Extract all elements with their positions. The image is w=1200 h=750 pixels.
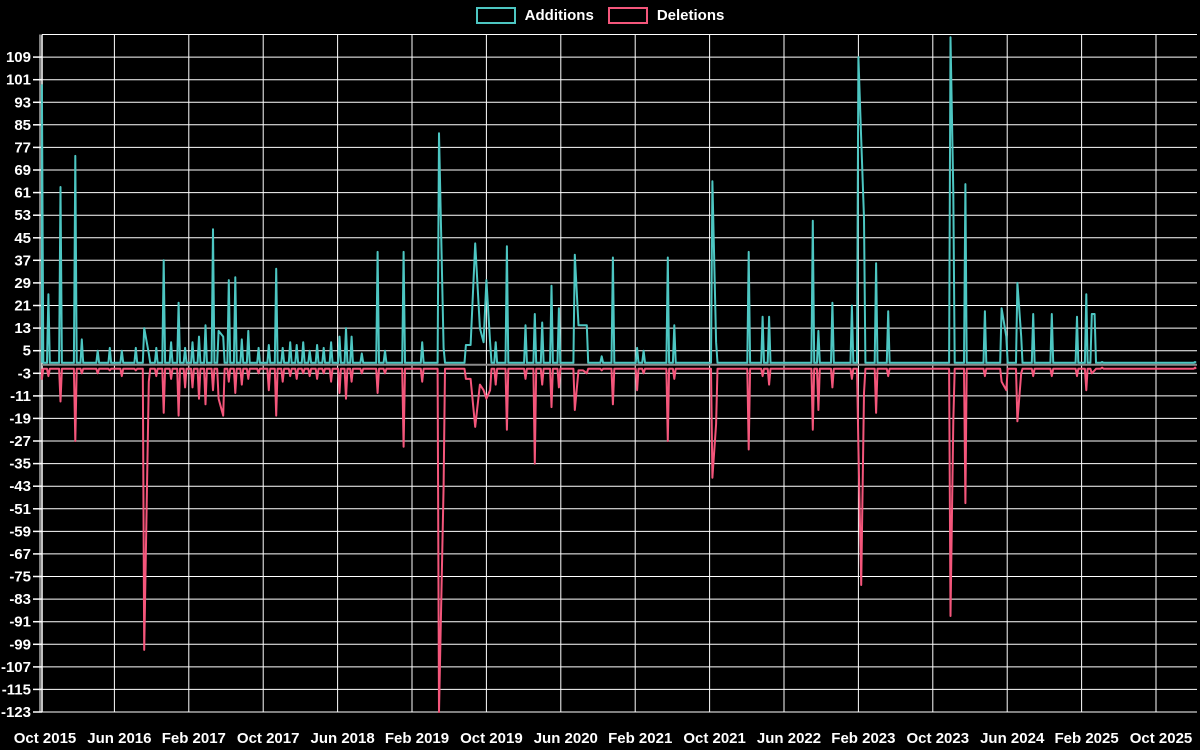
x-axis-tick-label: Jun 2018 [310,730,374,747]
additions-line [40,36,1197,364]
x-axis-tick-label: Oct 2019 [460,730,523,747]
y-axis-tick-label: 109 [6,49,31,66]
y-axis-tick-label: 29 [14,275,31,292]
x-axis-tick-label: Jun 2020 [534,730,598,747]
y-axis-tick-label: -19 [9,410,31,427]
y-axis-tick-label: -11 [10,388,31,405]
x-axis-tick-label: Jun 2024 [980,730,1045,747]
x-axis-tick-label: Feb 2019 [385,730,449,747]
y-axis-tick-label: 101 [6,72,31,89]
x-axis-tick-label: Oct 2025 [1130,730,1193,747]
y-axis-tick-label: 45 [14,230,31,247]
legend-label-additions: Additions [524,7,594,24]
x-axis-tick-label: Oct 2021 [683,730,746,747]
y-axis-tick-label: -83 [9,591,31,608]
x-axis-tick-label: Feb 2021 [608,730,672,747]
x-axis-tick-label: Oct 2023 [907,730,970,747]
x-axis-tick-label: Feb 2025 [1054,730,1118,747]
legend-label-deletions: Deletions [656,7,725,24]
y-axis-tick-label: 69 [14,162,31,179]
chart-legend: Additions Deletions [0,7,1200,24]
x-axis-tick-label: Feb 2023 [831,730,895,747]
x-axis-tick-label: Oct 2017 [237,730,300,747]
deletions-swatch-icon [607,7,648,24]
additions-swatch-icon [475,7,516,24]
y-axis-tick-label: 53 [14,207,31,224]
x-axis-tick-label: Feb 2017 [162,730,226,747]
y-axis-tick-label: -3 [18,365,31,382]
y-axis: 109 101 93 85 77 69 61 53 45 37 29 21 13 5 -3 -11 -19 -27… [1,34,43,721]
y-axis-tick-label: 77 [14,139,31,156]
legend-item-deletions[interactable]: Deletions [607,7,725,24]
y-axis-tick-label: 5 [23,343,31,360]
y-axis-tick-label: -123 [1,704,31,721]
gridlines [39,34,1197,713]
x-axis-tick-label: Jun 2016 [87,730,151,747]
x-axis-tick-label: Jun 2022 [757,730,821,747]
y-axis-tick-label: -115 [2,681,31,698]
y-axis-tick-label: -51 [9,501,31,518]
y-axis-tick-label: 93 [14,94,31,111]
y-axis-tick-label: 85 [14,117,31,134]
legend-item-additions[interactable]: Additions [475,7,594,24]
y-axis-tick-label: -27 [9,433,31,450]
y-axis-tick-label: -59 [9,523,31,540]
y-axis-tick-label: -91 [9,614,31,631]
y-axis-tick-label: -107 [1,659,31,676]
y-axis-tick-label: 37 [14,252,31,269]
y-axis-tick-label: -35 [9,456,31,473]
y-axis-tick-label: -43 [9,478,31,495]
y-axis-tick-label: -99 [9,636,31,653]
x-axis-tick-label: Oct 2015 [14,730,77,747]
y-axis-tick-label: -67 [9,546,31,563]
y-axis-tick-label: -75 [9,569,31,586]
y-axis-tick-label: 13 [14,320,31,337]
x-axis: Oct 2015 Jun 2016 Feb 2017 Oct 2017 Jun 2018… [14,730,1193,747]
y-axis-tick-label: 21 [14,298,31,315]
y-axis-tick-label: 61 [14,185,31,202]
deletions-line [40,366,1197,713]
